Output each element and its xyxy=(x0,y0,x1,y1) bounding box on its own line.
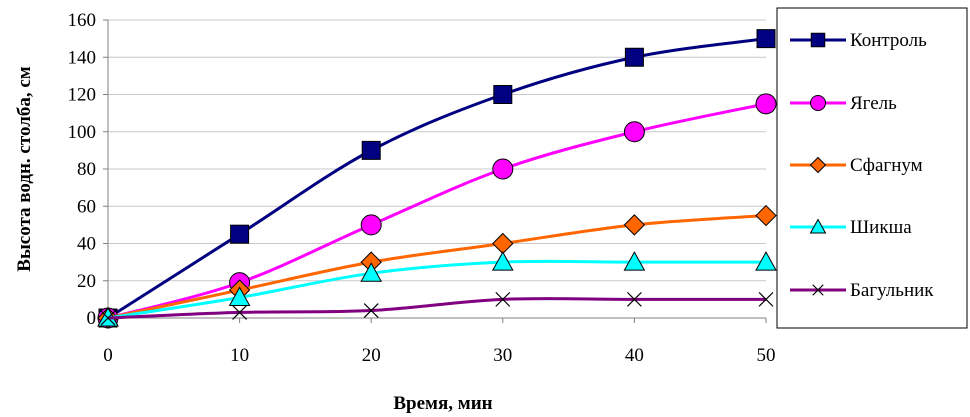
data-point-0-5 xyxy=(756,29,776,49)
data-point-2-5 xyxy=(755,204,777,227)
data-point-0-1 xyxy=(230,224,250,244)
legend-item-4: Багульник xyxy=(790,280,934,301)
data-point-1-4 xyxy=(623,121,645,143)
legend: Контроль Ягель Сфагнум Шикша Багульник xyxy=(776,7,968,329)
y-tick-label-6: 120 xyxy=(68,85,97,106)
data-point-3-4 xyxy=(623,251,646,271)
legend-marker-4 xyxy=(812,284,824,296)
y-tick-label-5: 100 xyxy=(68,122,97,143)
data-point-3-2 xyxy=(360,262,383,282)
legend-item-1: Ягель xyxy=(790,93,897,114)
data-point-4-2 xyxy=(363,303,379,318)
x-tick-label-2: 20 xyxy=(362,345,381,366)
x-tick-label-4: 40 xyxy=(625,345,644,366)
legend-item-2: Сфагнум xyxy=(790,155,923,176)
data-point-1-3 xyxy=(492,158,514,180)
x-axis-ticks: 0 10 20 30 40 50 xyxy=(103,318,776,366)
y-axis-ticks: 0 20 40 60 80 100 120 140 160 xyxy=(68,10,108,329)
data-point-3-3 xyxy=(491,251,514,271)
series-line-1 xyxy=(107,102,767,320)
legend-box xyxy=(776,7,968,329)
series-1 xyxy=(97,93,777,329)
data-point-4-0 xyxy=(100,310,116,326)
data-point-0-3 xyxy=(493,85,513,104)
legend-marker-2 xyxy=(809,156,827,174)
y-tick-label-8: 160 xyxy=(68,10,97,31)
x-tick-label-1: 10 xyxy=(230,345,249,366)
series-line-2 xyxy=(107,214,767,320)
y-tick-label-3: 60 xyxy=(77,196,96,217)
data-point-4-3 xyxy=(495,291,511,307)
data-point-1-5 xyxy=(755,93,777,115)
legend-label-4: Багульник xyxy=(850,280,934,301)
series-0 xyxy=(98,29,776,328)
series-line-4 xyxy=(107,297,766,320)
data-point-2-3 xyxy=(492,232,514,255)
data-point-3-5 xyxy=(755,251,777,271)
data-point-3-1 xyxy=(228,286,251,307)
series-4 xyxy=(100,291,774,326)
x-axis-title: Время, мин xyxy=(393,393,492,414)
y-tick-label-0: 0 xyxy=(87,308,97,329)
x-tick-label-3: 30 xyxy=(493,345,512,366)
y-tick-label-1: 20 xyxy=(77,271,96,292)
x-tick-label-5: 50 xyxy=(757,345,776,366)
data-point-4-4 xyxy=(626,291,642,307)
series-line-0 xyxy=(107,37,767,320)
data-point-4-1 xyxy=(232,304,248,320)
data-point-1-2 xyxy=(360,214,382,236)
legend-label-2: Сфагнум xyxy=(850,155,923,176)
legend-label-0: Контроль xyxy=(850,30,927,51)
legend-item-3: Шикша xyxy=(790,217,912,238)
legend-label-3: Шикша xyxy=(850,217,912,238)
data-point-0-4 xyxy=(624,47,644,67)
y-tick-label-2: 40 xyxy=(77,234,96,255)
legend-item-0: Контроль xyxy=(790,30,927,51)
legend-marker-3 xyxy=(809,218,827,234)
y-tick-label-4: 80 xyxy=(77,159,96,180)
legend-marker-0 xyxy=(810,32,826,48)
data-point-2-4 xyxy=(623,214,646,236)
data-point-4-5 xyxy=(758,291,774,307)
x-tick-label-0: 0 xyxy=(103,345,113,366)
y-axis-title: Высота водн. столба, см xyxy=(14,66,35,272)
legend-marker-1 xyxy=(810,95,826,111)
series-line-3 xyxy=(107,259,766,320)
y-tick-label-7: 140 xyxy=(68,47,97,68)
data-point-0-2 xyxy=(361,140,381,160)
legend-label-1: Ягель xyxy=(850,93,897,114)
series-group xyxy=(97,29,777,329)
grid-lines xyxy=(108,19,766,282)
